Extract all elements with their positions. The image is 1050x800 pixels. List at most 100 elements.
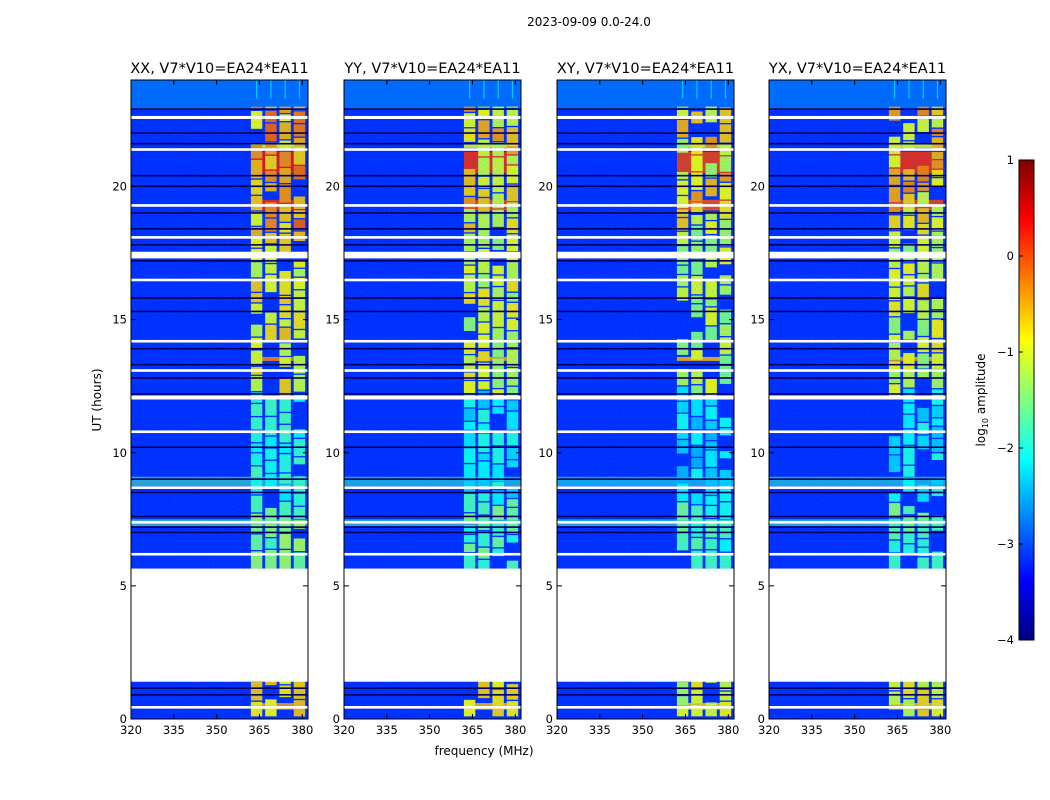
heatmap-flag-line: [131, 369, 308, 372]
heatmap-flag-line: [557, 148, 734, 151]
x-tick-label: 365: [248, 723, 270, 737]
x-tick-label: 335: [589, 723, 611, 737]
heatmap-flag-line: [769, 478, 946, 480]
colorbar-tick-label: −3: [997, 537, 1014, 551]
heatmap-flag-band: [131, 115, 308, 119]
heatmap-flag-line: [131, 694, 308, 696]
heatmap-flag-line: [344, 430, 521, 434]
heatmap-flag-line: [557, 339, 734, 343]
heatmap-flag-line: [131, 174, 308, 177]
heatmap-flag-line: [344, 369, 521, 372]
heatmap-flag-line: [344, 552, 521, 556]
colorbar-label-sub: 10: [981, 418, 990, 428]
x-tick-label: 320: [758, 723, 780, 737]
heatmap-flag-line: [344, 228, 521, 230]
x-tick-label: 365: [886, 723, 908, 737]
heatmap-flag-line: [131, 515, 308, 518]
heatmap-flag-line: [769, 694, 946, 696]
heatmap-flag-line: [769, 515, 946, 518]
heatmap-flag-line: [344, 278, 521, 282]
heatmap-flag-line: [344, 446, 521, 449]
heatmap-flag-band: [557, 251, 734, 259]
y-tick-label: 0: [120, 712, 127, 726]
heatmap-flag-line: [769, 531, 946, 534]
heatmap-flag-line: [557, 297, 734, 299]
x-tick-label: 320: [120, 723, 142, 737]
heatmap-flag-line: [131, 310, 308, 313]
heatmap-flag-line: [344, 491, 521, 494]
heatmap-flag-line: [769, 260, 946, 262]
heatmap-flag-line: [131, 377, 308, 379]
panel-yy: YY, V7*V10=EA24*EA11 320 335 350 365 380 0 5 10 1…: [325, 61, 526, 737]
heatmap-flag-line: [557, 244, 734, 246]
heatmap-flag-line: [344, 486, 521, 489]
x-tick-label: 335: [376, 723, 398, 737]
heatmap-flag-line: [557, 531, 734, 534]
heatmap-flag-line: [557, 687, 734, 689]
heatmap-flag-line: [344, 377, 521, 379]
heatmap-flag-line: [557, 347, 734, 350]
y-tick-label: 0: [758, 712, 765, 726]
heatmap-flag-line: [769, 706, 946, 709]
heatmap-flag-line: [769, 244, 946, 246]
heatmap-flag-line: [769, 520, 946, 524]
panel-xy: XY, V7*V10=EA24*EA11 320 335 350 365 380 0 5 10 1…: [538, 61, 739, 737]
x-tick-label: 320: [333, 723, 355, 737]
heatmap-flag-band: [344, 115, 521, 119]
heatmap-flag-line: [131, 430, 308, 434]
heatmap-data-gap: [344, 568, 521, 682]
heatmap-flag-line: [131, 526, 308, 528]
colorbar-tick-label: −2: [997, 441, 1014, 455]
x-tick-label: 380: [929, 723, 951, 737]
y-tick-label: 20: [112, 180, 127, 194]
heatmap-flag-line: [557, 260, 734, 262]
heatmap-flag-line: [344, 212, 521, 214]
heatmap-flag-band: [557, 115, 734, 119]
heatmap-flag-line: [557, 486, 734, 489]
heatmap-flag-line: [344, 526, 521, 528]
heatmap-flag-line: [131, 142, 308, 145]
y-tick-label: 20: [538, 180, 553, 194]
panel-title: XY, V7*V10=EA24*EA11: [557, 61, 734, 77]
heatmap-flag-line: [769, 310, 946, 313]
heatmap-flag-line: [344, 363, 521, 366]
heatmap-flag-band: [344, 251, 521, 259]
y-tick-label: 10: [325, 446, 340, 460]
y-tick-label: 10: [538, 446, 553, 460]
heatmap-flag-line: [344, 694, 521, 696]
x-tick-label: 350: [206, 723, 228, 737]
heatmap-flag-line: [131, 108, 308, 110]
heatmap-flag-line: [131, 491, 308, 494]
y-tick-label: 20: [325, 180, 340, 194]
heatmap-flag-line: [131, 148, 308, 151]
heatmap-flag-line: [344, 531, 521, 534]
heatmap-flag-line: [557, 174, 734, 177]
heatmap-flag-line: [769, 142, 946, 145]
panel-frame: [130, 79, 309, 720]
heatmap-flag-band: [131, 395, 308, 400]
heatmap-flag-line: [769, 212, 946, 214]
heatmap-flag-line: [769, 148, 946, 151]
heatmap-flag-line: [557, 185, 734, 188]
panel-title: YY, V7*V10=EA24*EA11: [343, 61, 520, 77]
heatmap-flag-line: [344, 132, 521, 134]
y-tick-label: 10: [750, 446, 765, 460]
heatmap-flag-line: [557, 142, 734, 145]
heatmap-flag-line: [557, 430, 734, 434]
heatmap-flag-line: [131, 687, 308, 689]
heatmap-flag-line: [557, 363, 734, 366]
heatmap-flag-line: [557, 228, 734, 230]
heatmap-flag-line: [557, 212, 734, 214]
y-tick-label: 5: [758, 579, 765, 593]
heatmap-flag-line: [769, 204, 946, 207]
heatmap-flag-line: [769, 430, 946, 434]
x-tick-label: 380: [291, 723, 313, 737]
heatmap-flag-line: [769, 377, 946, 379]
heatmap-flag-line: [344, 297, 521, 299]
heatmap-flag-band: [769, 395, 946, 400]
y-tick-label: 15: [538, 313, 553, 327]
heatmap-flag-line: [557, 278, 734, 282]
x-tick-label: 365: [674, 723, 696, 737]
y-tick-label: 15: [325, 313, 340, 327]
